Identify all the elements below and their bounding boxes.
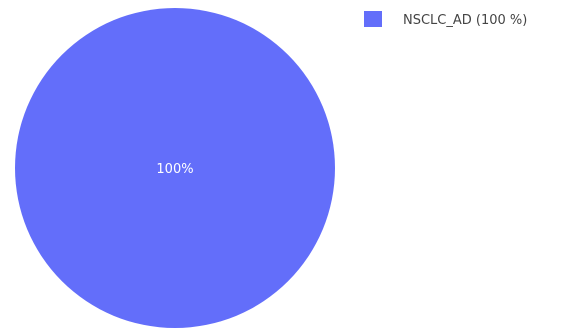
- pie-slice-label-0: 100%: [156, 162, 193, 177]
- legend[interactable]: NSCLC_AD (100 %): [364, 11, 527, 28]
- pie-slice-0[interactable]: [15, 8, 335, 328]
- legend-swatch-0: [364, 11, 382, 27]
- pie-slice-labels: 100%: [156, 162, 193, 177]
- pie-slices: [15, 8, 335, 328]
- legend-item-0[interactable]: NSCLC_AD (100 %): [364, 11, 527, 28]
- legend-label-0: NSCLC_AD (100 %): [403, 13, 527, 28]
